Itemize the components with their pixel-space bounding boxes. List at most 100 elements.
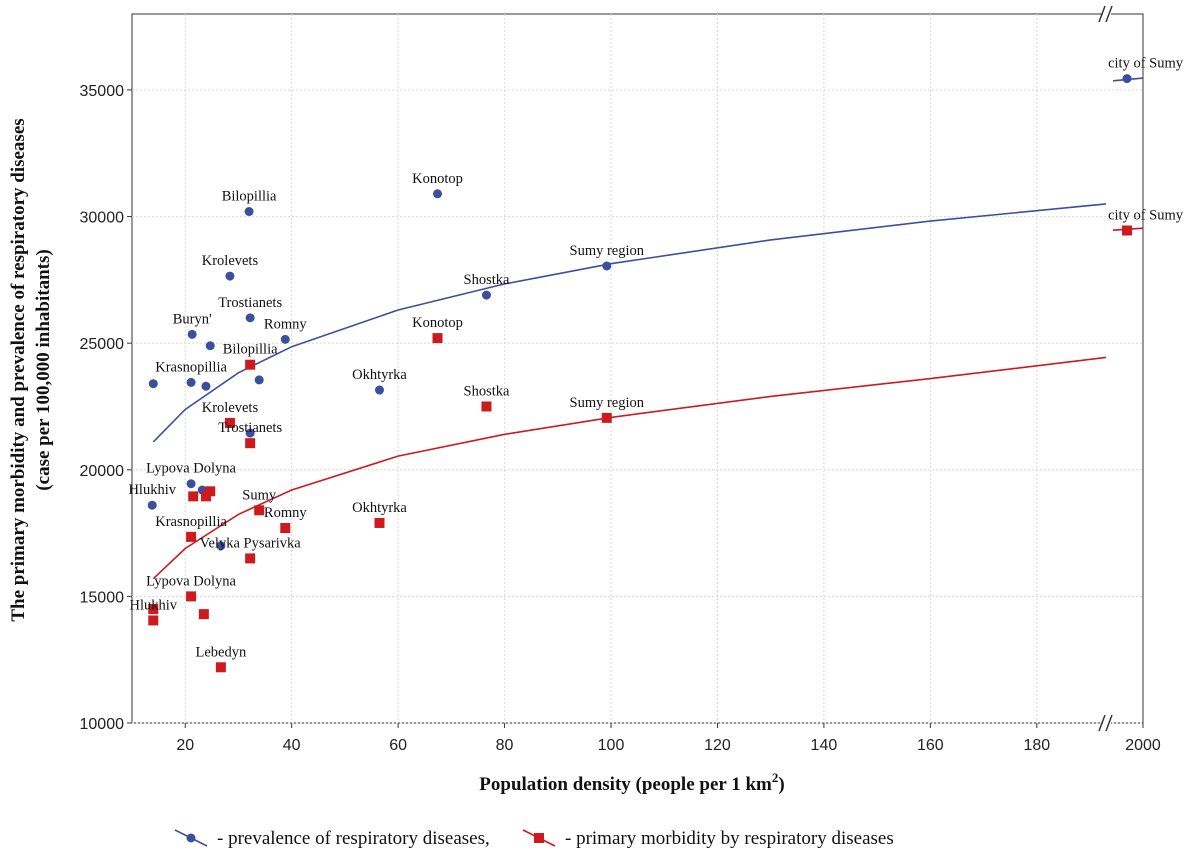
x-axis-title: Population density (people per 1 km2) [479,770,784,795]
point-label: Trostianets [218,420,282,436]
plot-frame [131,13,1144,724]
point [205,341,215,351]
y-tick-label: 10000 [80,716,125,733]
point-label: city of Sumy [1108,207,1184,223]
point-label: Bilopillia [222,189,277,205]
legend-marker [534,833,544,843]
point [148,604,159,615]
point-label: Sumy region [570,243,645,259]
point-label: Sumy [242,487,277,503]
point [201,381,211,391]
point [280,334,290,344]
point [205,486,216,497]
point [602,261,612,271]
point-label: Shostka [464,272,510,288]
x-axis-title-sup: 2 [772,770,779,785]
axis-break-gap [1103,10,1111,18]
point [147,500,157,510]
x-tick-label: 180 [1023,737,1050,754]
point-label: Konotop [412,171,463,187]
point-label: Lebedyn [196,644,247,660]
point [245,359,256,370]
point-label: Hlukhiv [128,482,176,498]
point [1122,225,1132,236]
point [254,375,264,385]
point-label: Romny [264,316,307,332]
x-tick-label: 120 [704,737,731,754]
fit-curve [152,227,1144,580]
point [244,207,254,217]
point-label: Sumy region [570,395,645,411]
point-label: Velyka Pysarivka [200,535,302,551]
y-tick-label: 20000 [80,463,125,480]
point [186,479,196,489]
point-label: Krasnopillia [155,359,227,375]
point [224,417,235,428]
legend-label: - primary morbidity by respiratory disea… [565,828,894,849]
x-tick-label: 40 [283,737,301,754]
point [245,438,256,449]
point [216,541,226,551]
y-tick-label: 30000 [80,210,125,227]
point [215,662,226,673]
point [186,531,197,542]
y-axis-title: The primary morbidity and prevalence of … [8,118,29,621]
point [601,412,612,423]
point-label: Krasnopillia [155,514,227,530]
point [374,385,384,395]
point [481,401,492,412]
y-tick-label: 35000 [80,83,125,100]
point-label: Krolevets [202,253,259,269]
axis-break-mark [1105,5,1113,23]
axis-break-mark [1098,5,1106,23]
point [245,313,255,323]
axis-break-mark [1105,714,1113,732]
point-label: city of Sumy [1108,56,1184,72]
point [1122,74,1132,84]
point [186,377,196,387]
fit-curve [152,77,1144,443]
x-tick-label: 100 [598,737,625,754]
point-label: Lypova Dolyna [146,573,236,589]
point [188,491,199,502]
x-tick-label: 160 [917,737,944,754]
x-tick-label: 80 [496,737,514,754]
point [433,189,443,199]
axis-break-mark [1098,714,1106,732]
point-label: Krolevets [202,400,259,416]
point-label: Okhtyrka [352,367,407,383]
x-tick-label: 140 [811,737,838,754]
point-label: Okhtyrka [352,500,407,516]
legend-marker [186,833,196,843]
x-tick-label: 60 [389,737,407,754]
point [148,379,158,389]
point-label: Konotop [412,315,463,331]
point [186,591,197,602]
point [198,609,209,620]
point [225,271,235,281]
y-tick-label: 25000 [80,336,125,353]
point [481,290,491,300]
point [245,553,256,564]
y-tick-label: 15000 [80,589,125,606]
point-label: Buryn' [173,311,212,327]
point [254,505,265,516]
y-axis-title: (case per 100,000 inhabitants) [33,249,54,490]
x-tick-label: 2000 [1125,737,1161,754]
point [280,523,291,534]
point [187,329,197,339]
point-label: Shostka [464,383,510,399]
point-label: Hlukhiv [130,597,178,613]
point-label: Lypova Dolyna [146,461,236,477]
point-label: Trostianets [218,295,282,311]
point [374,517,385,528]
axis-break-gap [1103,719,1111,727]
point [432,333,443,344]
legend-label: - prevalence of respiratory diseases, [217,828,490,849]
point [245,428,255,438]
point-label: Romny [264,505,307,521]
x-axis-title-end: ) [778,774,784,795]
point-label: Bilopillia [223,342,278,358]
x-tick-label: 20 [176,737,194,754]
